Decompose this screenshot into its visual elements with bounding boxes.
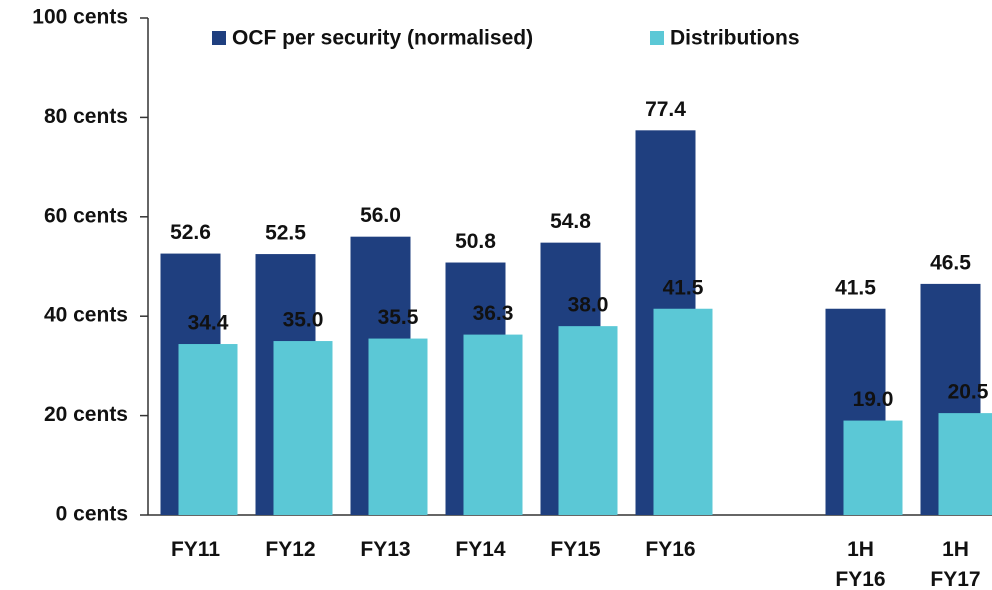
bar	[558, 326, 618, 515]
value-label: 46.5	[930, 251, 971, 274]
y-tick-label: 40 cents	[44, 304, 128, 327]
bar	[178, 344, 238, 515]
bar	[273, 341, 333, 515]
value-label: 35.5	[378, 306, 419, 329]
y-tick-label: 80 cents	[44, 105, 128, 128]
y-tick-label: 60 cents	[44, 204, 128, 227]
value-label: 34.4	[188, 312, 229, 335]
y-tick-label: 20 cents	[44, 403, 128, 426]
value-label: 20.5	[948, 381, 989, 404]
value-label: 54.8	[550, 210, 591, 233]
legend-swatch	[650, 31, 664, 45]
y-tick-label: 100 cents	[32, 6, 128, 29]
x-tick-label: FY16	[645, 538, 696, 561]
value-label: 41.5	[663, 276, 704, 299]
x-tick-label: FY14	[455, 538, 506, 561]
bar	[843, 420, 903, 515]
x-tick-label: FY11	[170, 538, 221, 561]
value-label: 52.5	[265, 222, 306, 245]
legend-swatch	[212, 31, 226, 45]
x-tick-label: 1H FY17	[930, 538, 981, 590]
y-tick-label: 0 cents	[56, 503, 128, 526]
value-label: 36.3	[473, 302, 514, 325]
bar	[938, 413, 992, 515]
legend-label: OCF per security (normalised)	[232, 27, 533, 50]
x-tick-label: FY13	[360, 538, 411, 561]
x-tick-label: 1H FY16	[835, 538, 886, 590]
bar	[368, 338, 428, 515]
value-label: 56.0	[360, 204, 401, 227]
value-label: 50.8	[455, 230, 496, 253]
bar	[463, 334, 523, 515]
value-label: 41.5	[835, 276, 876, 299]
value-label: 77.4	[645, 98, 686, 121]
bar	[653, 308, 713, 515]
x-tick-label: FY12	[265, 538, 316, 561]
value-label: 35.0	[283, 309, 324, 332]
value-label: 38.0	[568, 294, 609, 317]
legend-label: Distributions	[670, 27, 800, 50]
value-label: 52.6	[170, 221, 211, 244]
x-tick-label: FY15	[550, 538, 601, 561]
value-label: 19.0	[853, 388, 894, 411]
